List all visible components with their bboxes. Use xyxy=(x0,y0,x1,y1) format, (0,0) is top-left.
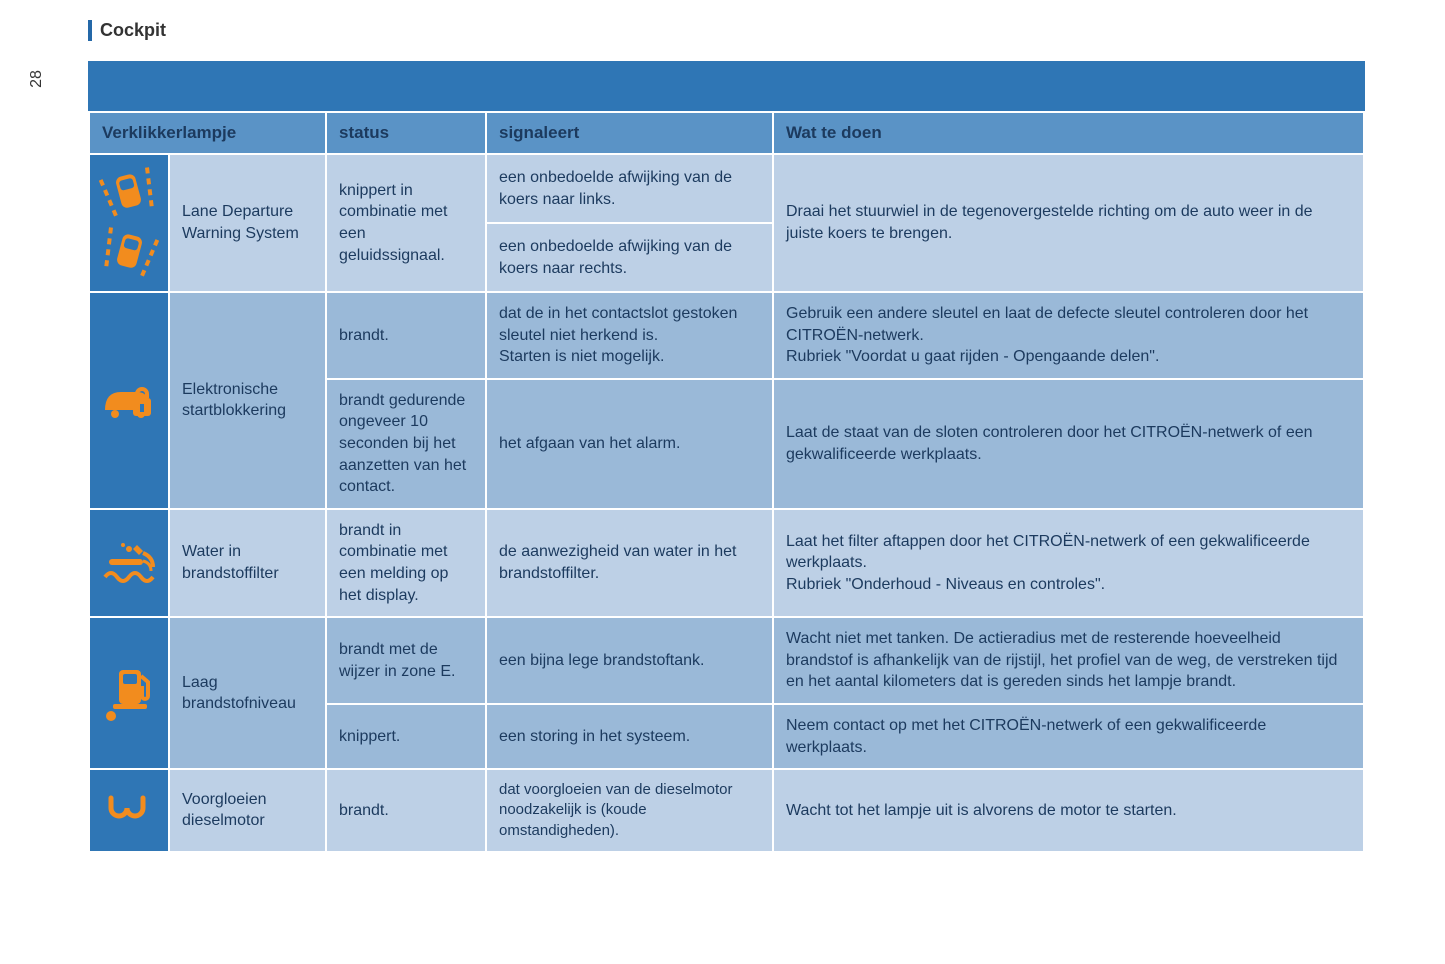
lane-icon-cell xyxy=(90,155,168,291)
warning-lights-table: Verklikkerlampje status signaleert Wat t… xyxy=(88,61,1365,853)
water-icon-cell xyxy=(90,510,168,616)
immobilizer-icon xyxy=(99,370,159,430)
immo-signal-1: dat de in het contactslot gestoken sleut… xyxy=(487,293,772,378)
water-signal: de aanwezigheid van water in het brandst… xyxy=(487,510,772,616)
fuel-icon-cell xyxy=(90,618,168,768)
lane-departure-icon xyxy=(99,163,159,283)
lane-status: knippert in combinatie met een geluidssi… xyxy=(327,155,485,291)
water-action: Laat het filter aftappen door het CITROË… xyxy=(774,510,1363,616)
immo-status-2: brandt gedurende ongeveer 10 seconden bi… xyxy=(327,380,485,508)
water-status: brandt in combinatie met een melding op … xyxy=(327,510,485,616)
lane-signal-2: een onbedoelde afwijking van de koers na… xyxy=(487,224,772,291)
col-lamp: Verklikkerlampje xyxy=(90,113,325,153)
glow-icon-cell xyxy=(90,770,168,851)
section-title: Cockpit xyxy=(88,20,1365,41)
page-number: 28 xyxy=(28,70,46,88)
table-header-row: Verklikkerlampje status signaleert Wat t… xyxy=(90,113,1363,153)
water-name: Water in brandstoffilter xyxy=(170,510,325,616)
fuel-action-2: Neem contact op met het CITROËN-netwerk … xyxy=(774,705,1363,768)
col-signal: signaleert xyxy=(487,113,772,153)
col-action: Wat te doen xyxy=(774,113,1363,153)
immo-action-2: Laat de staat van de sloten controleren … xyxy=(774,380,1363,508)
low-fuel-icon xyxy=(99,658,159,728)
diesel-preheat-icon xyxy=(99,790,159,830)
water-in-fuel-icon xyxy=(99,533,159,593)
glow-signal: dat voorgloeien van de dieselmotor noodz… xyxy=(487,770,772,851)
immo-name: Elektronische startblokkering xyxy=(170,293,325,508)
immo-signal-2: het afgaan van het alarm. xyxy=(487,380,772,508)
lane-name: Lane Departure Warning System xyxy=(170,155,325,291)
fuel-status-2: knippert. xyxy=(327,705,485,768)
row-water: Water in brandstoffilter brandt in combi… xyxy=(90,510,1363,616)
glow-status: brandt. xyxy=(327,770,485,851)
lane-action: Draai het stuurwiel in de tegenovergeste… xyxy=(774,155,1363,291)
row-fuel-1: Laag brandstofniveau brandt met de wijze… xyxy=(90,618,1363,703)
lane-signal-1: een onbedoelde afwijking van de koers na… xyxy=(487,155,772,222)
immo-status-1: brandt. xyxy=(327,293,485,378)
manual-page: 28 Cockpit Verklikkerlampje status signa… xyxy=(0,0,1445,964)
fuel-name: Laag brandstofniveau xyxy=(170,618,325,768)
glow-action: Wacht tot het lampje uit is alvorens de … xyxy=(774,770,1363,851)
row-lane-1: Lane Departure Warning System knippert i… xyxy=(90,155,1363,222)
fuel-signal-2: een storing in het systeem. xyxy=(487,705,772,768)
fuel-status-1: brandt met de wijzer in zone E. xyxy=(327,618,485,703)
immo-icon-cell xyxy=(90,293,168,508)
fuel-action-1: Wacht niet met tanken. De actieradius me… xyxy=(774,618,1363,703)
row-glow: Voorgloeien dieselmotor brandt. dat voor… xyxy=(90,770,1363,851)
immo-action-1: Gebruik een andere sleutel en laat de de… xyxy=(774,293,1363,378)
table-top-bar xyxy=(88,61,1365,111)
fuel-signal-1: een bijna lege brandstoftank. xyxy=(487,618,772,703)
row-immo-1: Elektronische startblokkering brandt. da… xyxy=(90,293,1363,378)
glow-name: Voorgloeien dieselmotor xyxy=(170,770,325,851)
col-status: status xyxy=(327,113,485,153)
